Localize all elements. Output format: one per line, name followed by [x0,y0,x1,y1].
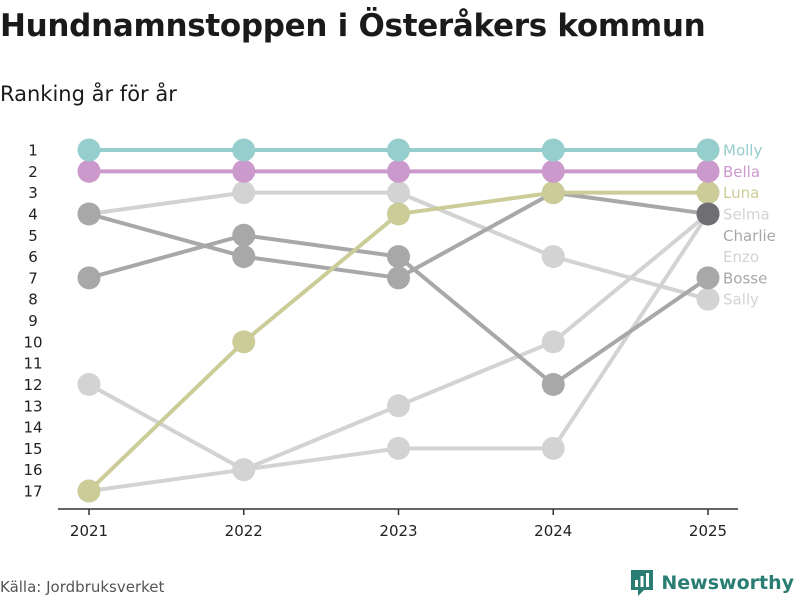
x-tick-label-2022: 2022 [225,522,263,540]
x-tick-label-2023: 2023 [379,522,417,540]
x-axis: 2021 2022 2023 2024 2025 [58,508,738,540]
newsworthy-logo-icon [631,570,654,596]
data-point-bella-2024 [541,159,565,183]
data-point-molly-2025 [696,138,720,162]
data-point-sally-2025 [696,287,720,311]
y-tick-label-17: 17 [23,483,42,501]
y-tick-label-11: 11 [23,355,42,373]
data-point-bosse-2023 [387,245,410,269]
end-label-molly: Molly [723,142,762,160]
data-point-bella-2025 [696,159,720,183]
y-tick-label-16: 16 [23,461,42,479]
data-point-bella-2023 [387,159,410,183]
data-point-molly-2023 [387,138,410,162]
y-tick-label-9: 9 [28,312,38,330]
y-tick-label-14: 14 [23,419,42,437]
data-point-selma-2023 [387,266,410,290]
y-tick-label-12: 12 [23,376,42,394]
data-point-selma-2022 [232,245,256,269]
end-label-luna: Luna [723,184,759,202]
brand-name: Newsworthy [661,572,794,594]
data-point-selma-2021 [77,202,101,226]
data-point-molly-2024 [541,138,565,162]
end-label-bosse: Bosse [723,269,767,287]
data-point-bella-2022 [232,159,256,183]
end-label-charlie: Charlie [723,227,776,245]
y-tick-label-5: 5 [28,227,38,245]
x-tick-label-2021: 2021 [70,522,108,540]
y-tick-label-7: 7 [28,269,38,287]
data-point-sally-2022 [232,181,256,205]
end-label-sally: Sally [723,291,759,309]
data-point-enzo-2021 [77,372,101,396]
data-point-bosse-2025 [696,266,720,290]
data-point-charlie-2023 [387,436,410,460]
chart-title: Hundnamnstoppen i Österåkers kommun [0,8,706,44]
chart-subtitle: Ranking år för år [0,82,177,106]
x-tick-label-2024: 2024 [534,522,572,540]
data-point-charlie-2024 [541,436,565,460]
data-point-sally-2024 [541,245,565,269]
data-point-luna-2024 [541,181,565,205]
data-point-enzo-2024 [541,330,565,354]
source-note: Källa: Jordbruksverket [0,578,165,596]
y-tick-label-1: 1 [28,142,38,160]
data-point-bosse-2021 [77,266,101,290]
series-end-labels: Molly Bella Luna Selma Charlie Enzo Bosse Sally [723,142,776,309]
data-point-molly-2022 [232,138,256,162]
data-point-bosse-2022 [232,223,256,247]
data-point-bella-2021 [77,159,101,183]
y-tick-label-2: 2 [28,163,38,181]
data-point-charlie-2022 [232,458,256,482]
y-tick-label-6: 6 [28,248,38,266]
y-tick-label-3: 3 [28,184,38,202]
y-tick-label-13: 13 [23,397,42,415]
data-point-enzo-2023 [387,394,410,418]
data-point-highlight-2025 [696,202,720,226]
y-tick-label-10: 10 [23,333,42,351]
data-point-luna-2022 [232,330,256,354]
end-label-enzo: Enzo [723,248,759,266]
data-point-sally-2023 [387,181,410,205]
y-tick-label-15: 15 [23,440,42,458]
brand-logo: Newsworthy [629,568,794,598]
end-label-bella: Bella [723,163,760,181]
x-tick-label-2025: 2025 [689,522,727,540]
y-tick-label-4: 4 [28,205,38,223]
data-point-bosse-2024 [541,372,565,396]
y-tick-label-8: 8 [28,291,38,309]
data-point-luna-2023 [387,202,410,226]
data-point-molly-2021 [77,138,101,162]
data-point-luna-2021 [77,479,101,503]
series-points [77,138,720,503]
data-point-luna-2025 [696,181,720,205]
end-label-selma: Selma [723,205,770,223]
